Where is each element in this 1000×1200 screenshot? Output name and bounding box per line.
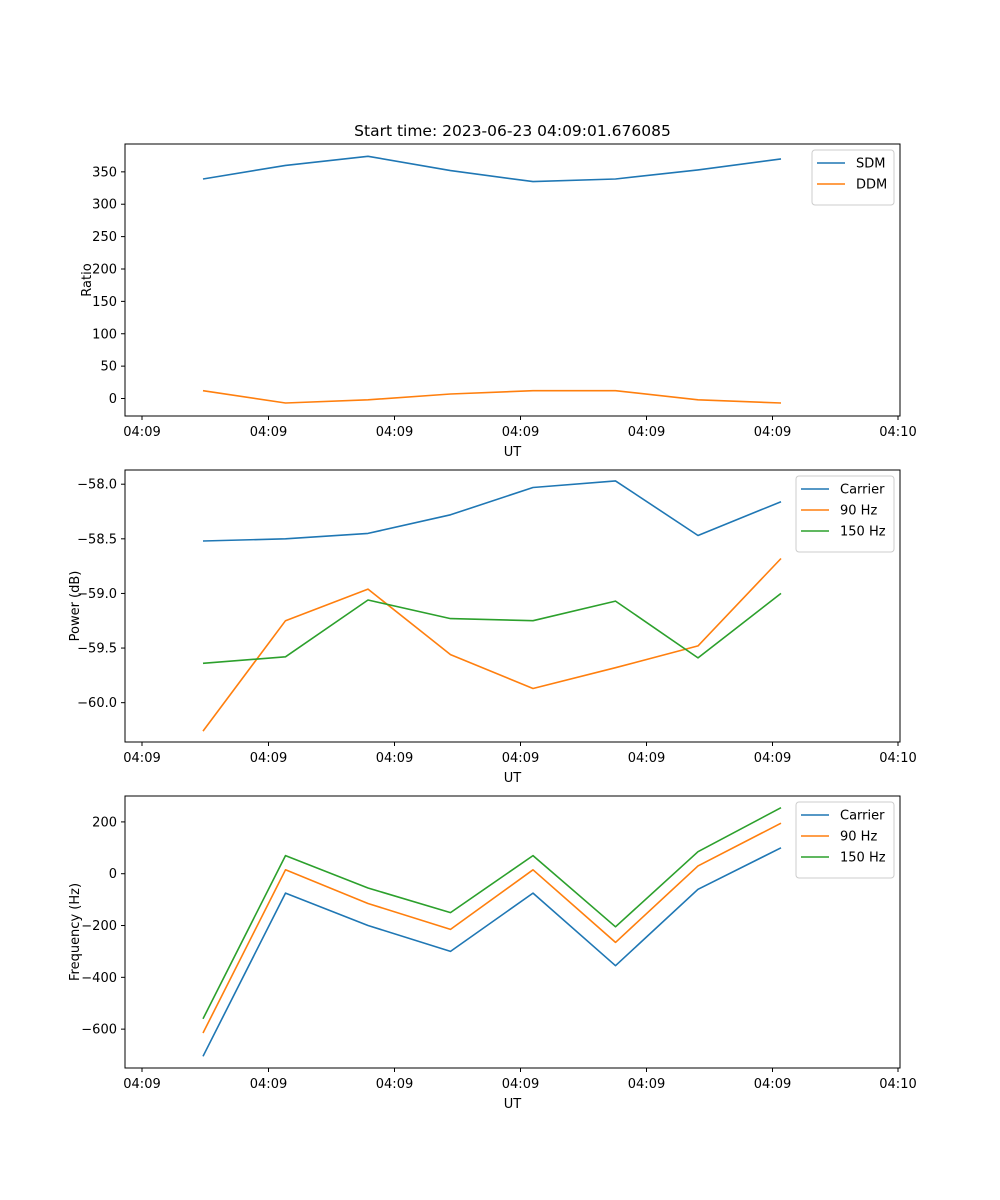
legend-label: SDM (856, 157, 885, 172)
subplot-3: 04:09 04:09 04:09 04:09 04:09 04:09 04:10 −600 −… (68, 795, 917, 1112)
legend-box (795, 475, 895, 553)
series-line-carrier (202, 480, 782, 542)
x-axis-label: UT (504, 445, 522, 460)
y-tick-label: −58.5 (77, 532, 117, 547)
y-tick-label: 250 (92, 230, 117, 245)
y-axis-label: Power (dB) (68, 571, 83, 642)
x-tick-label: 04:09 (628, 425, 665, 440)
y-tick-label: 0 (109, 392, 117, 407)
x-tick-label: 04:09 (754, 425, 791, 440)
x-tick-label: 04:09 (123, 1077, 160, 1092)
x-tick-label: 04:09 (502, 1077, 539, 1092)
legend-label: 150 Hz (840, 525, 886, 540)
subplots: 04:09 04:09 04:09 04:09 04:09 04:09 04:10 0 50 10… (68, 143, 917, 1112)
y-tick-label: −59.0 (77, 587, 117, 602)
y-tick-label: −58.0 (77, 478, 117, 493)
x-tick-label: 04:09 (250, 751, 287, 766)
y-axis-label: Ratio (80, 263, 95, 296)
series-line-150-hz (202, 592, 782, 665)
series-line-90-hz (202, 557, 782, 732)
y-tick-label: 300 (92, 198, 117, 213)
y-axis-label: Frequency (Hz) (68, 883, 83, 981)
legend: Carrier 90 Hz 150 Hz (795, 801, 895, 879)
x-tick-label: 04:10 (879, 751, 916, 766)
y-tick-label: 100 (92, 327, 117, 342)
series-line-sdm (202, 155, 782, 183)
x-tick-label: 04:09 (754, 751, 791, 766)
x-tick-label: 04:10 (879, 425, 916, 440)
x-tick-label: 04:09 (376, 751, 413, 766)
x-tick-label: 04:09 (502, 751, 539, 766)
y-tick-label: −200 (81, 919, 117, 934)
x-tick-label: 04:09 (376, 425, 413, 440)
legend-label: 90 Hz (840, 830, 877, 845)
x-tick-label: 04:09 (250, 1077, 287, 1092)
legend-label: 90 Hz (840, 504, 877, 519)
y-tick-label: −600 (81, 1023, 117, 1038)
y-tick-label: −400 (81, 971, 117, 986)
series-line-150-hz (202, 806, 782, 1020)
axes-frame (124, 143, 901, 417)
y-tick-label: 0 (109, 867, 117, 882)
x-tick-label: 04:09 (502, 425, 539, 440)
y-tick-label: 150 (92, 295, 117, 310)
legend-label: Carrier (840, 483, 885, 498)
y-tick-label: 200 (92, 262, 117, 277)
legend-label: 150 Hz (840, 851, 886, 866)
legend-label: DDM (856, 178, 887, 193)
x-tick-label: 04:09 (250, 425, 287, 440)
subplot-1: 04:09 04:09 04:09 04:09 04:09 04:09 04:10 0 50 10… (80, 143, 917, 460)
x-tick-label: 04:10 (879, 1077, 916, 1092)
figure-title: Start time: 2023-06-23 04:09:01.676085 (354, 122, 671, 140)
y-tick-label: −59.5 (77, 642, 117, 657)
y-tick-label: −60.0 (77, 696, 117, 711)
legend: SDM DDM (811, 149, 895, 206)
x-tick-label: 04:09 (754, 1077, 791, 1092)
x-tick-label: 04:09 (123, 425, 160, 440)
y-tick-label: 350 (92, 165, 117, 180)
x-tick-label: 04:09 (628, 751, 665, 766)
x-axis-label: UT (504, 771, 522, 786)
x-tick-label: 04:09 (376, 1077, 413, 1092)
x-tick-label: 04:09 (123, 751, 160, 766)
series-line-carrier (202, 847, 782, 1057)
legend-box (795, 801, 895, 879)
series-line-90-hz (202, 822, 782, 1034)
axes-frame (124, 795, 901, 1069)
y-tick-label: 50 (100, 360, 117, 375)
y-tick-label: 200 (92, 815, 117, 830)
subplot-2: 04:09 04:09 04:09 04:09 04:09 04:09 04:10 −60.0… (68, 469, 917, 786)
series-line-ddm (202, 389, 782, 404)
legend: Carrier 90 Hz 150 Hz (795, 475, 895, 553)
x-axis-label: UT (504, 1097, 522, 1112)
legend-label: Carrier (840, 809, 885, 824)
axes-frame (124, 469, 901, 743)
x-tick-label: 04:09 (628, 1077, 665, 1092)
